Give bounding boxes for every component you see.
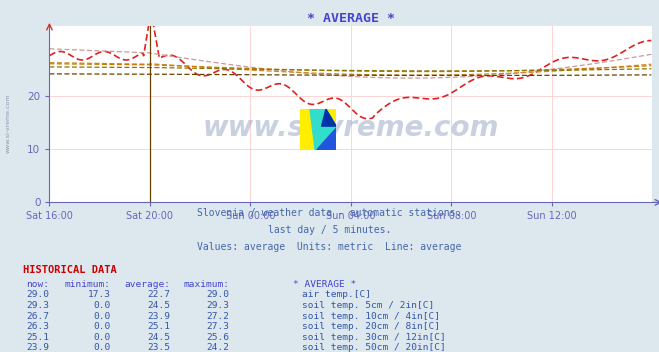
Text: 0.0: 0.0: [94, 322, 111, 331]
Text: 29.0: 29.0: [206, 290, 229, 300]
Text: 29.3: 29.3: [206, 301, 229, 310]
Text: 24.5: 24.5: [147, 333, 170, 342]
Text: * AVERAGE *: * AVERAGE *: [293, 280, 357, 289]
Polygon shape: [310, 109, 336, 150]
Text: Values: average  Units: metric  Line: average: Values: average Units: metric Line: aver…: [197, 242, 462, 252]
Text: 25.1: 25.1: [147, 322, 170, 331]
Title: * AVERAGE *: * AVERAGE *: [307, 12, 395, 25]
Text: soil temp. 5cm / 2in[C]: soil temp. 5cm / 2in[C]: [302, 301, 434, 310]
Text: soil temp. 50cm / 20in[C]: soil temp. 50cm / 20in[C]: [302, 343, 445, 352]
Text: www.si-vreme.com: www.si-vreme.com: [203, 114, 499, 143]
Text: www.si-vreme.com: www.si-vreme.com: [5, 93, 11, 153]
Text: 0.0: 0.0: [94, 312, 111, 321]
Text: 23.9: 23.9: [26, 343, 49, 352]
Text: 27.2: 27.2: [206, 312, 229, 321]
Text: 24.2: 24.2: [206, 343, 229, 352]
Text: 0.0: 0.0: [94, 301, 111, 310]
Text: 17.3: 17.3: [88, 290, 111, 300]
Text: 24.5: 24.5: [147, 301, 170, 310]
Text: 27.3: 27.3: [206, 322, 229, 331]
Text: 0.0: 0.0: [94, 343, 111, 352]
Text: HISTORICAL DATA: HISTORICAL DATA: [23, 265, 117, 275]
Text: 25.6: 25.6: [206, 333, 229, 342]
Text: soil temp. 10cm / 4in[C]: soil temp. 10cm / 4in[C]: [302, 312, 440, 321]
Text: 29.0: 29.0: [26, 290, 49, 300]
Text: 25.1: 25.1: [26, 333, 49, 342]
Text: 23.9: 23.9: [147, 312, 170, 321]
Polygon shape: [322, 109, 336, 126]
Text: minimum:: minimum:: [65, 280, 111, 289]
Text: soil temp. 20cm / 8in[C]: soil temp. 20cm / 8in[C]: [302, 322, 440, 331]
Text: average:: average:: [124, 280, 170, 289]
Text: air temp.[C]: air temp.[C]: [302, 290, 371, 300]
Polygon shape: [315, 126, 336, 150]
Text: 29.3: 29.3: [26, 301, 49, 310]
Text: now:: now:: [26, 280, 49, 289]
Text: 0.0: 0.0: [94, 333, 111, 342]
Text: 26.7: 26.7: [26, 312, 49, 321]
Text: maximum:: maximum:: [183, 280, 229, 289]
Text: soil temp. 30cm / 12in[C]: soil temp. 30cm / 12in[C]: [302, 333, 445, 342]
Text: 26.3: 26.3: [26, 322, 49, 331]
Text: last day / 5 minutes.: last day / 5 minutes.: [268, 225, 391, 235]
Text: 23.5: 23.5: [147, 343, 170, 352]
Text: 22.7: 22.7: [147, 290, 170, 300]
Text: Slovenia / weather data - automatic stations.: Slovenia / weather data - automatic stat…: [197, 208, 462, 219]
